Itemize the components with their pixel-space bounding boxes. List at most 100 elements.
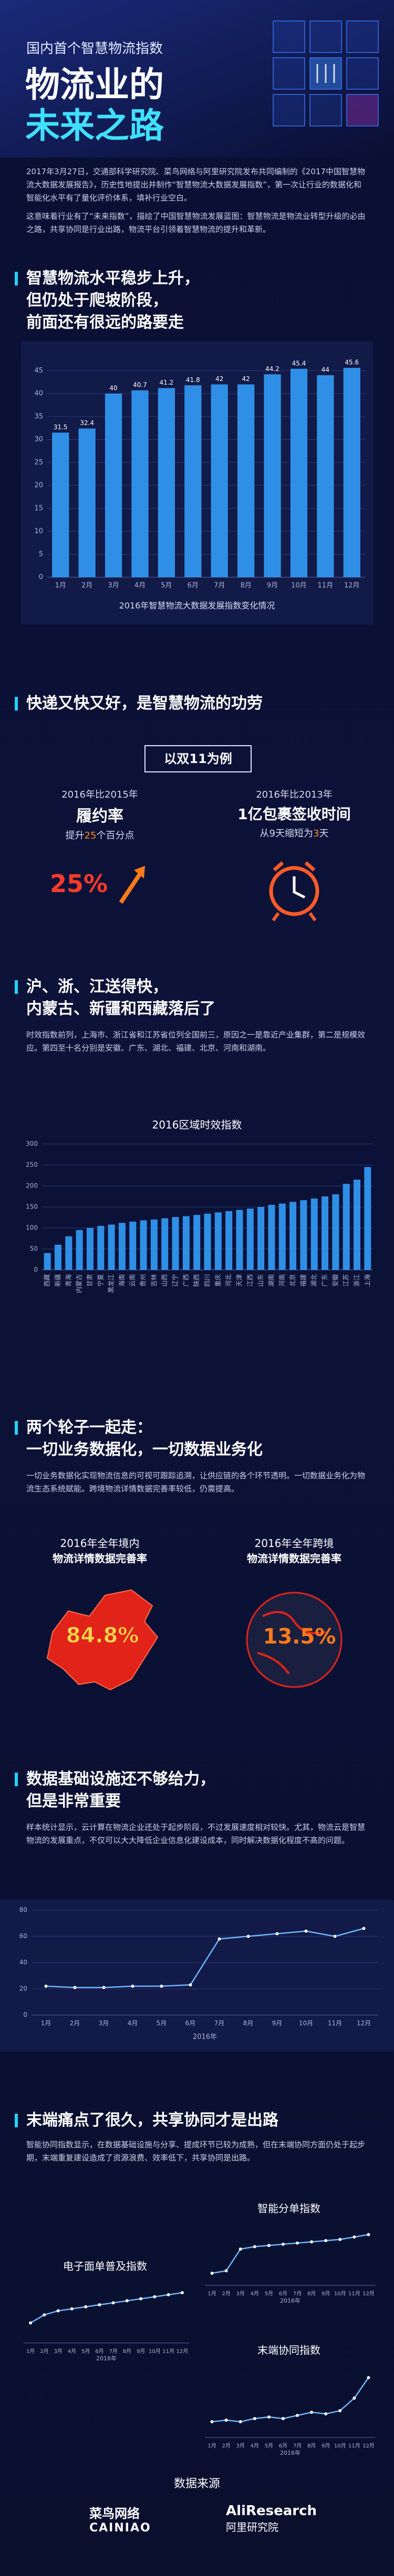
x-tick-label: 广东	[321, 1274, 328, 1287]
section-text: 智能协同指数显示，在数据基础设施与分享、提成环节已较为成熟，但在末端协同方面仍处…	[26, 2140, 366, 2162]
bar	[97, 1226, 105, 1270]
bar	[246, 1209, 254, 1270]
y-tick-label: 100	[26, 1224, 38, 1232]
y-tick-label: 300	[26, 1140, 38, 1148]
x-tick-label: 9月	[322, 2443, 330, 2449]
heading-line: 两个轮子一起走：	[26, 1418, 152, 1437]
line	[212, 2234, 369, 2274]
text: 个百分点	[96, 830, 134, 841]
x-tick-label: 2月	[222, 2443, 230, 2449]
text: 天	[319, 828, 329, 839]
point	[267, 2415, 271, 2419]
growth-icon: 25%	[50, 866, 145, 904]
point	[73, 1986, 77, 1989]
x-tick-label: 12月	[344, 582, 360, 590]
point	[296, 2241, 299, 2245]
bar	[86, 1228, 94, 1270]
point	[131, 1985, 134, 1988]
bar	[278, 1203, 286, 1270]
point	[84, 2305, 88, 2308]
x-tick-label: 2月	[40, 2348, 48, 2355]
point	[111, 2301, 115, 2305]
bar	[236, 1210, 243, 1270]
x-tick-label: 黑龙江	[108, 1274, 115, 1293]
y-tick-label: 40	[19, 1959, 27, 1966]
x-tick-label: 12月	[357, 2020, 371, 2027]
bar	[150, 1220, 158, 1270]
bar	[214, 1212, 222, 1270]
point	[239, 2420, 242, 2423]
line	[46, 1927, 364, 1988]
y-tick-label: 200	[26, 1182, 38, 1190]
point	[210, 2272, 214, 2275]
x-tick-label: 湖北	[310, 1274, 318, 1287]
section-heading: 数据基础设施还不够给力， 但是非常重要	[15, 1768, 373, 1812]
bar	[193, 1215, 201, 1270]
x-tick-label: 10月	[334, 2291, 346, 2297]
logo-aliresearch: AliResearch 阿里研究院	[226, 2503, 331, 2534]
x-tick-label: 4月	[251, 2443, 259, 2449]
change: 提升25个百分点	[21, 828, 179, 842]
text: 从9天缩短为	[260, 828, 313, 839]
point	[43, 2313, 46, 2317]
compare: 2016年比2015年	[61, 789, 138, 800]
header-art	[0, 0, 394, 157]
y-tick-label: 250	[26, 1161, 38, 1169]
bar	[76, 1230, 83, 1270]
y-tick-label: 10	[34, 527, 43, 535]
point	[102, 1986, 106, 1989]
x-tick-label: 3月	[236, 2291, 245, 2297]
y-tick-label: 15	[34, 504, 43, 512]
stat-right: 2016年比2013年 1亿包裹签收时间 从9天缩短为3天	[215, 787, 373, 840]
line	[30, 2292, 183, 2324]
chart: 电子面单普及指数 1月 2月 3月 4月 5月 6月 7月 8月 9月 10月 11月 12月 2016年	[24, 2260, 189, 2361]
chart: 2016区域时效指数 0 50 100 150 200 250 300 西藏 新疆 青海 内蒙古 甘肃宁…	[26, 1119, 373, 1293]
x-tick-label: 1月	[55, 582, 66, 590]
point	[253, 2245, 256, 2249]
x-tick-label: 江西	[246, 1274, 254, 1287]
percent: 13.5%	[263, 1625, 336, 1649]
value-label: 41.8	[186, 376, 200, 384]
heading-line: 数据基础设施还不够给力，	[26, 1770, 215, 1788]
value-label: 44.2	[265, 365, 279, 373]
y-tick-label: 0	[39, 574, 43, 581]
bar	[44, 1253, 51, 1270]
badge: 25%	[50, 870, 108, 898]
x-tick-label: 12月	[177, 2348, 189, 2355]
x-tick-label: 4月	[251, 2291, 259, 2297]
line	[212, 2377, 369, 2423]
x-tick-label: 陕西	[192, 1274, 200, 1287]
point	[310, 2411, 314, 2414]
percent: 84.8%	[66, 1624, 139, 1648]
x-tick-label: 7月	[214, 2020, 225, 2027]
point	[224, 2269, 228, 2273]
y-tick-label: 5	[39, 550, 43, 558]
bar	[184, 385, 202, 577]
point	[44, 1985, 48, 1988]
value-label: 32.4	[80, 419, 94, 427]
bar	[364, 1167, 371, 1270]
x-tick-label: 1月	[41, 2020, 51, 2027]
bar	[317, 375, 334, 577]
source-title: 数据来源	[173, 2477, 220, 2490]
point	[281, 2417, 285, 2420]
point	[333, 1935, 337, 1938]
x-tick-label: 3月	[54, 2348, 62, 2355]
x-tick-label: 青海	[64, 1274, 72, 1287]
section-heading: 末端痛点了很久，共享协同才是出路	[15, 2109, 373, 2132]
number: 25	[84, 830, 97, 841]
point	[281, 2242, 285, 2246]
x-tick-label: 11月	[348, 2443, 360, 2449]
x-tick-label: 6月	[279, 2443, 287, 2449]
bar	[343, 1184, 350, 1270]
compare: 2016年比2013年	[256, 789, 333, 800]
chart-title: 2016区域时效指数	[152, 1119, 242, 1131]
x-tick-label: 5月	[265, 2443, 273, 2449]
x-tick-label: 7月	[214, 582, 225, 590]
line: 2016年全年跨境	[254, 1537, 334, 1550]
y-tick-label: 20	[19, 1985, 27, 1992]
bar	[52, 432, 69, 577]
point	[239, 2248, 242, 2251]
x-tick-label: 海南	[118, 1274, 126, 1287]
point	[70, 2307, 74, 2310]
